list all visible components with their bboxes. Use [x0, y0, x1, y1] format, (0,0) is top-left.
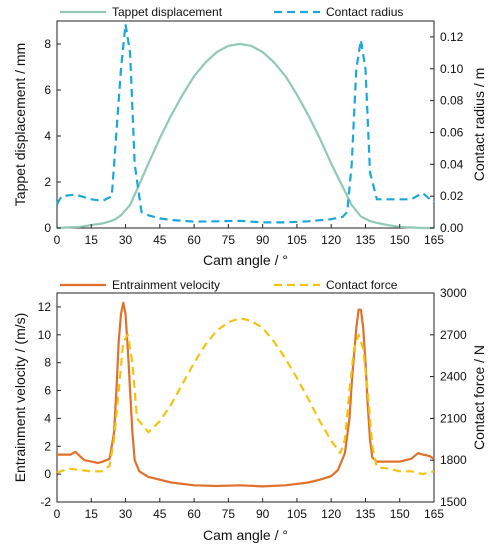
x-tick-label: 60: [187, 507, 201, 521]
y-left-tick-label: 4: [44, 411, 51, 425]
legend-label: Entrainment velocity: [112, 278, 220, 292]
legend-label: Contact radius: [326, 5, 403, 19]
x-tick-label: 90: [256, 233, 270, 247]
y-right-tick-label: 0.10: [440, 62, 464, 76]
y-right-tick-label: 1500: [440, 495, 467, 509]
legend-label: Tappet displacement: [112, 5, 223, 19]
y-right-tick-label: 2700: [440, 328, 467, 342]
x-tick-label: 45: [153, 507, 167, 521]
x-tick-label: 45: [153, 233, 167, 247]
x-tick-label: 150: [390, 507, 410, 521]
y-right-tick-label: 0.02: [440, 189, 464, 203]
y-right-tick-label: 0.12: [440, 30, 464, 44]
y-left-tick-label: 0: [44, 467, 51, 481]
plot-frame: [56, 20, 435, 229]
y-right-tick-label: 0.04: [440, 157, 464, 171]
x-tick-label: 105: [287, 507, 307, 521]
x-tick-label: 120: [321, 507, 341, 521]
x-tick-label: 135: [355, 233, 375, 247]
x-tick-label: 150: [390, 233, 410, 247]
y-left-tick-label: 2: [44, 175, 51, 189]
y-left-tick-label: 4: [44, 129, 51, 143]
x-tick-label: 135: [355, 507, 375, 521]
x-tick-label: 0: [54, 507, 61, 521]
x-tick-label: 75: [222, 507, 236, 521]
y-left-tick-label: 0: [44, 221, 51, 235]
y-left-tick-label: -2: [40, 495, 51, 509]
y-right-tick-label: 1800: [440, 453, 467, 467]
series-line-contact-force: [56, 317, 435, 476]
y-left-tick-label: 8: [44, 356, 51, 370]
series-line-contact-radius: [56, 23, 435, 224]
x-tick-label: 105: [287, 233, 307, 247]
y-left-axis-label: Entrainment velocity / (m/s): [12, 313, 28, 483]
x-tick-label: 75: [222, 233, 236, 247]
x-axis-label: Cam angle / °: [203, 527, 288, 543]
x-tick-label: 90: [256, 507, 270, 521]
x-tick-label: 15: [85, 507, 99, 521]
y-left-tick-label: 6: [44, 83, 51, 97]
x-axis-label: Cam angle / °: [203, 252, 288, 268]
x-tick-label: 120: [321, 233, 341, 247]
series-line-tappet-displacement: [56, 42, 434, 230]
chart-panel-2: 0 15 30 45 60 75 90 105 120 135 150 165-20246810121…: [12, 278, 487, 543]
y-right-tick-label: 2100: [440, 411, 467, 425]
x-tick-label: 30: [119, 507, 133, 521]
y-right-axis-label: Contact radius / m: [471, 68, 487, 182]
y-left-tick-label: 12: [38, 300, 52, 314]
y-right-tick-label: 3000: [440, 286, 467, 300]
legend-label: Contact force: [326, 278, 398, 292]
x-tick-label: 15: [85, 233, 99, 247]
x-tick-label: 60: [187, 233, 201, 247]
x-tick-label: 0: [54, 233, 61, 247]
x-tick-label: 30: [119, 233, 133, 247]
y-right-tick-label: 0.08: [440, 94, 464, 108]
y-right-tick-label: 2400: [440, 370, 467, 384]
y-left-tick-label: 6: [44, 384, 51, 398]
x-tick-label: 165: [424, 233, 444, 247]
y-right-axis-label: Contact force / N: [471, 345, 487, 450]
y-left-tick-label: 8: [44, 37, 51, 51]
x-tick-label: 165: [424, 507, 444, 521]
y-left-tick-label: 2: [44, 439, 51, 453]
series-line-entrainment-velocity: [57, 301, 435, 488]
y-left-tick-label: 10: [38, 328, 52, 342]
y-left-axis-label: Tappet displacement / mm: [12, 43, 28, 206]
y-right-tick-label: 0.00: [440, 221, 464, 235]
plot-frame: [56, 292, 435, 503]
chart-panel-1: 0 15 30 45 60 75 90 105 120 135 150 165 0 2 4 6 8 0.00 0.0…: [12, 5, 487, 268]
y-right-tick-label: 0.06: [440, 125, 464, 139]
